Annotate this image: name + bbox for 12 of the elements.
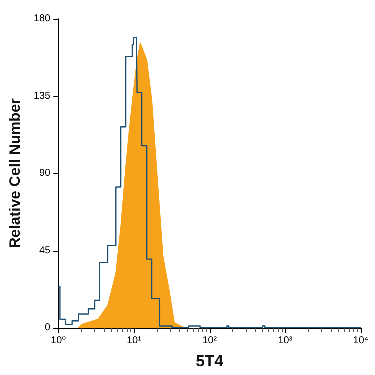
y-tick-label: 90 (39, 168, 52, 179)
x-tick-label: 10³ (278, 336, 294, 346)
x-axis-title: 5T4 (196, 354, 224, 370)
y-tick-label: 0 (45, 322, 52, 334)
x-tick-label: 10² (202, 336, 218, 346)
y-tick-label: 180 (34, 14, 52, 24)
x-tick-label: 10⁰ (51, 336, 66, 346)
y-axis-title: Relative Cell Number (7, 98, 24, 249)
y-tick-label: 45 (39, 245, 52, 256)
x-tick-label: 10⁴ (353, 336, 369, 346)
x-tick-label: 10¹ (126, 336, 142, 346)
y-tick-label: 135 (34, 90, 52, 102)
